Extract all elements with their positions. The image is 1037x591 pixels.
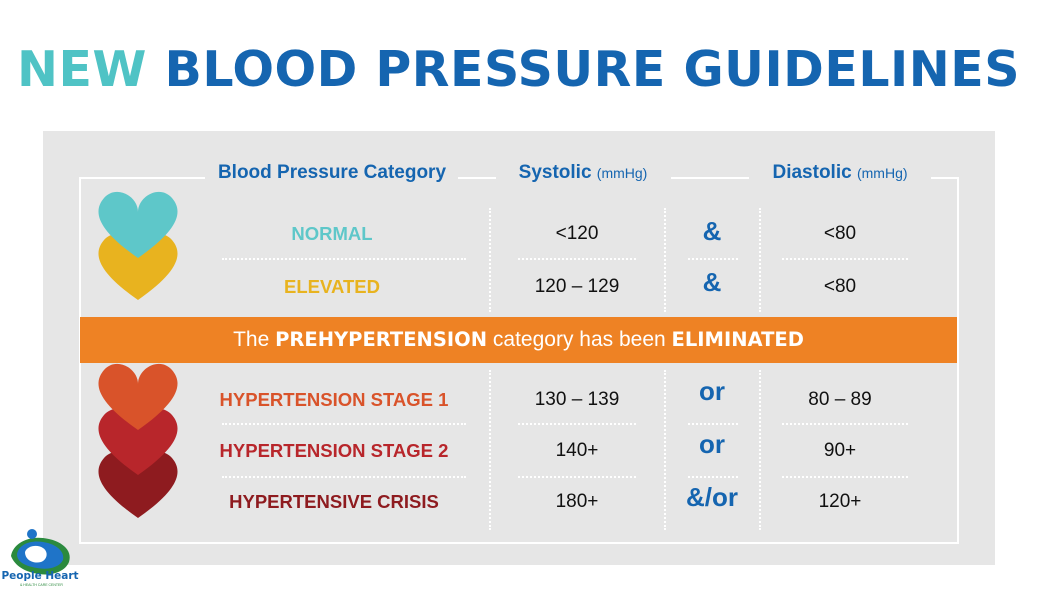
banner-eliminated: ELIMINATED <box>671 328 804 351</box>
frame-top-line-1 <box>79 177 205 179</box>
people-heart-logo-icon <box>11 529 70 575</box>
header-category: Blood Pressure Category <box>217 162 447 183</box>
category-stage-2: HYPERTENSION STAGE 2 <box>219 440 449 461</box>
category-elevated: ELEVATED <box>284 276 380 297</box>
prehypertension-banner: The PREHYPERTENSION category has been EL… <box>80 317 957 363</box>
category-hearts <box>98 191 178 518</box>
divider-vertical <box>759 370 761 530</box>
page-title: NEW BLOOD PRESSURE GUIDELINES <box>0 40 1037 100</box>
header-systolic: Systolic (mmHg) <box>500 160 666 186</box>
systolic-stage-1: 130 – 139 <box>534 389 620 410</box>
divider-vertical <box>664 370 666 530</box>
diastolic-stage-2: 90+ <box>823 440 857 461</box>
title-main-words: BLOOD PRESSURE GUIDELINES <box>164 41 1021 98</box>
divider-vertical <box>489 208 491 312</box>
banner-text-pre: The <box>233 328 270 351</box>
operator-stage-2: or <box>699 429 725 459</box>
divider-horizontal <box>782 476 908 478</box>
banner-text-mid: category has been <box>492 328 666 351</box>
diastolic-crisis: 120+ <box>818 491 862 512</box>
logo-name: People Heart <box>1 570 79 582</box>
divider-horizontal <box>518 258 636 260</box>
divider-horizontal <box>688 423 738 425</box>
header-diastolic: Diastolic (mmHg) <box>752 160 928 186</box>
systolic-elevated: 120 – 129 <box>534 276 620 297</box>
divider-horizontal <box>518 423 636 425</box>
divider-horizontal <box>688 476 738 478</box>
systolic-normal: <120 <box>555 223 599 244</box>
divider-horizontal <box>688 258 738 260</box>
divider-horizontal <box>782 258 908 260</box>
systolic-stage-2: 140+ <box>555 440 599 461</box>
diastolic-stage-1: 80 – 89 <box>808 389 872 410</box>
category-normal: NORMAL <box>291 223 373 244</box>
category-crisis: HYPERTENSIVE CRISIS <box>229 491 439 512</box>
category-stage-1: HYPERTENSION STAGE 1 <box>219 389 449 410</box>
banner-keyword: PREHYPERTENSION <box>275 328 488 351</box>
header-systolic-unit: (mmHg) <box>596 165 648 181</box>
operator-normal: & <box>702 216 722 246</box>
operator-elevated: & <box>702 267 722 297</box>
divider-horizontal <box>222 423 466 425</box>
frame-top-line-2 <box>458 177 496 179</box>
divider-horizontal <box>518 476 636 478</box>
divider-horizontal <box>222 476 466 478</box>
divider-vertical <box>489 370 491 530</box>
header-diastolic-unit: (mmHg) <box>856 165 908 181</box>
systolic-crisis: 180+ <box>555 491 599 512</box>
divider-horizontal <box>782 423 908 425</box>
logo-subtitle: & HEALTH CARE CENTER <box>20 583 63 587</box>
divider-vertical <box>759 208 761 312</box>
diastolic-elevated: <80 <box>823 276 857 297</box>
operator-stage-1: or <box>699 376 725 406</box>
frame-top-line-4 <box>931 177 959 179</box>
diastolic-normal: <80 <box>823 223 857 244</box>
header-diastolic-label: Diastolic <box>772 162 852 183</box>
frame-top-line-3 <box>671 177 749 179</box>
divider-horizontal <box>222 258 466 260</box>
header-systolic-label: Systolic <box>518 162 592 183</box>
divider-vertical <box>664 208 666 312</box>
operator-crisis: &/or <box>686 482 738 512</box>
frame-right-line <box>957 177 959 544</box>
frame-bottom-line <box>79 542 959 544</box>
title-new-word: NEW <box>16 41 147 98</box>
